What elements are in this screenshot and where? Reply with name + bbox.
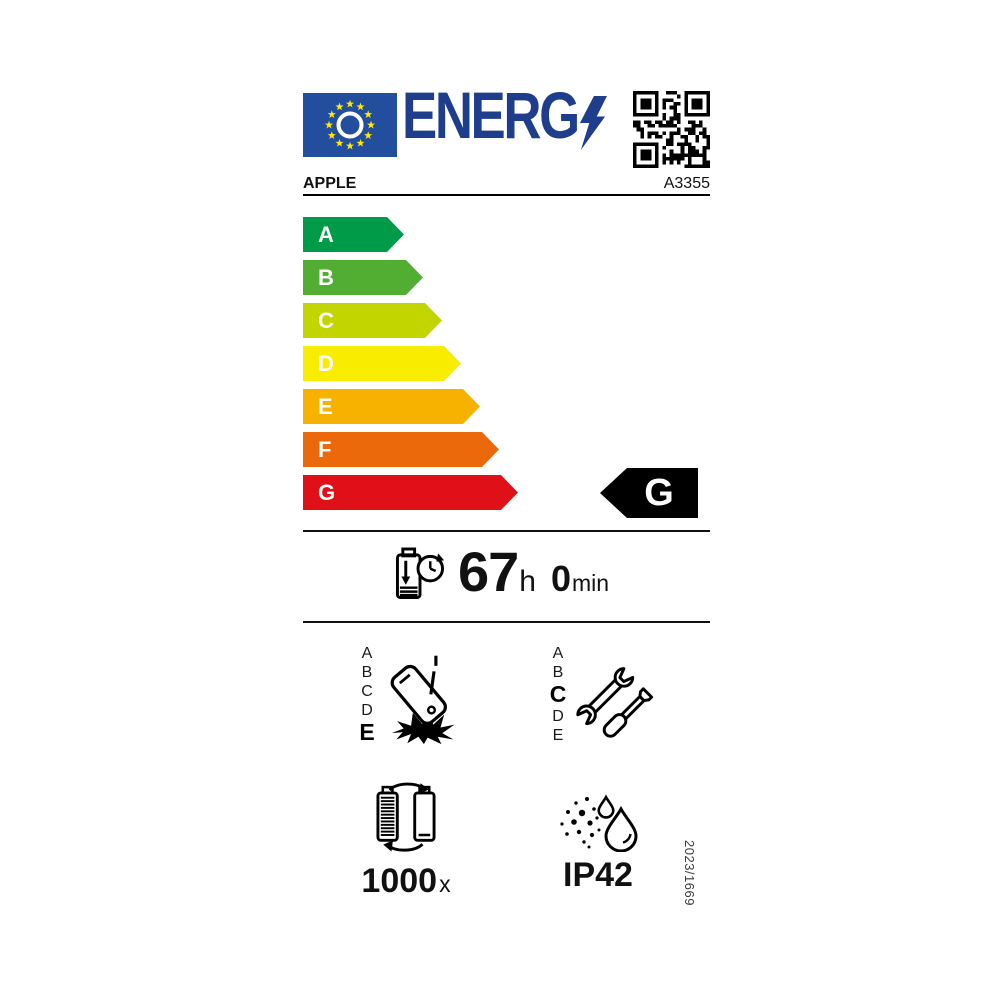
divider — [303, 621, 710, 623]
grade-arrow-E: E — [303, 389, 480, 424]
rating-letter: G — [644, 471, 674, 514]
class-letter-D: D — [552, 708, 564, 725]
grade-letter: F — [318, 437, 332, 462]
divider — [303, 530, 710, 532]
grade-arrow-C: C — [303, 303, 442, 338]
grade-arrow-D: D — [303, 346, 461, 381]
class-letter-E: E — [552, 727, 564, 744]
grade-letter: E — [318, 394, 333, 419]
class-letter-B: B — [361, 664, 373, 681]
battery-minutes: 0 — [550, 558, 572, 599]
ip-rating-caption: IP42 — [563, 856, 633, 895]
grade-letter: D — [318, 351, 334, 376]
cycles-unit: x — [439, 871, 451, 897]
grade-letter: A — [318, 222, 334, 247]
battery-life-row: 67 h 0 min — [395, 540, 610, 603]
class-letter-D: D — [361, 702, 373, 719]
ip-rating-value: IP42 — [563, 856, 633, 894]
battery-life-value: 67 h 0 min — [458, 540, 610, 603]
repair-tools-icon — [576, 667, 654, 738]
battery-cycles-caption: 1000 x — [361, 862, 450, 901]
battery-hours-unit: h — [519, 565, 536, 598]
class-letter-B: B — [552, 664, 564, 681]
scale-row: C — [303, 303, 710, 338]
grade-arrow-B: B — [303, 260, 423, 295]
class-letter-E: E — [359, 719, 375, 745]
qr-code — [633, 91, 710, 168]
grade-arrow-G: G — [303, 475, 518, 510]
battery-endurance-cell: 1000 x — [351, 782, 461, 901]
eu-flag-icon — [303, 93, 397, 157]
grade-arrow-A: A — [303, 217, 404, 252]
class-letter-A: A — [361, 645, 373, 662]
class-letter-C: C — [361, 683, 373, 700]
grade-arrow-F: F — [303, 432, 499, 467]
brand-row: APPLE A3355 — [303, 174, 710, 196]
scale-row: F — [303, 432, 710, 467]
energ-logo: ENERG — [402, 82, 622, 148]
scale-row: E — [303, 389, 710, 424]
grade-letter: B — [318, 265, 334, 290]
class-letter-A: A — [552, 645, 564, 662]
grade-letter: G — [318, 480, 336, 505]
scale-row: G — [303, 475, 710, 510]
battery-clock-icon — [395, 547, 444, 599]
scale-row: D — [303, 346, 710, 381]
class-letter-C: C — [549, 681, 567, 707]
lightning-bolt-icon — [579, 96, 607, 150]
phone-drop-icon — [390, 655, 455, 745]
scale-row: A — [303, 217, 710, 252]
energ-logo-text: ENERG — [402, 78, 580, 152]
battery-hours: 67 — [458, 540, 519, 603]
battery-cycles-icon — [376, 782, 436, 852]
scale-row: B — [303, 260, 710, 295]
model-number: A3355 — [663, 175, 710, 192]
regulation-number: 2023/1669 — [682, 840, 697, 906]
grade-letter: C — [318, 308, 334, 333]
cycles-value: 1000 — [361, 862, 438, 900]
label-header: ENERG — [303, 82, 710, 168]
brand-name: APPLE — [303, 175, 357, 192]
dust-water-icon — [560, 794, 638, 852]
ingress-protection-cell: IP42 — [543, 782, 653, 895]
battery-minutes-unit: min — [572, 570, 610, 596]
